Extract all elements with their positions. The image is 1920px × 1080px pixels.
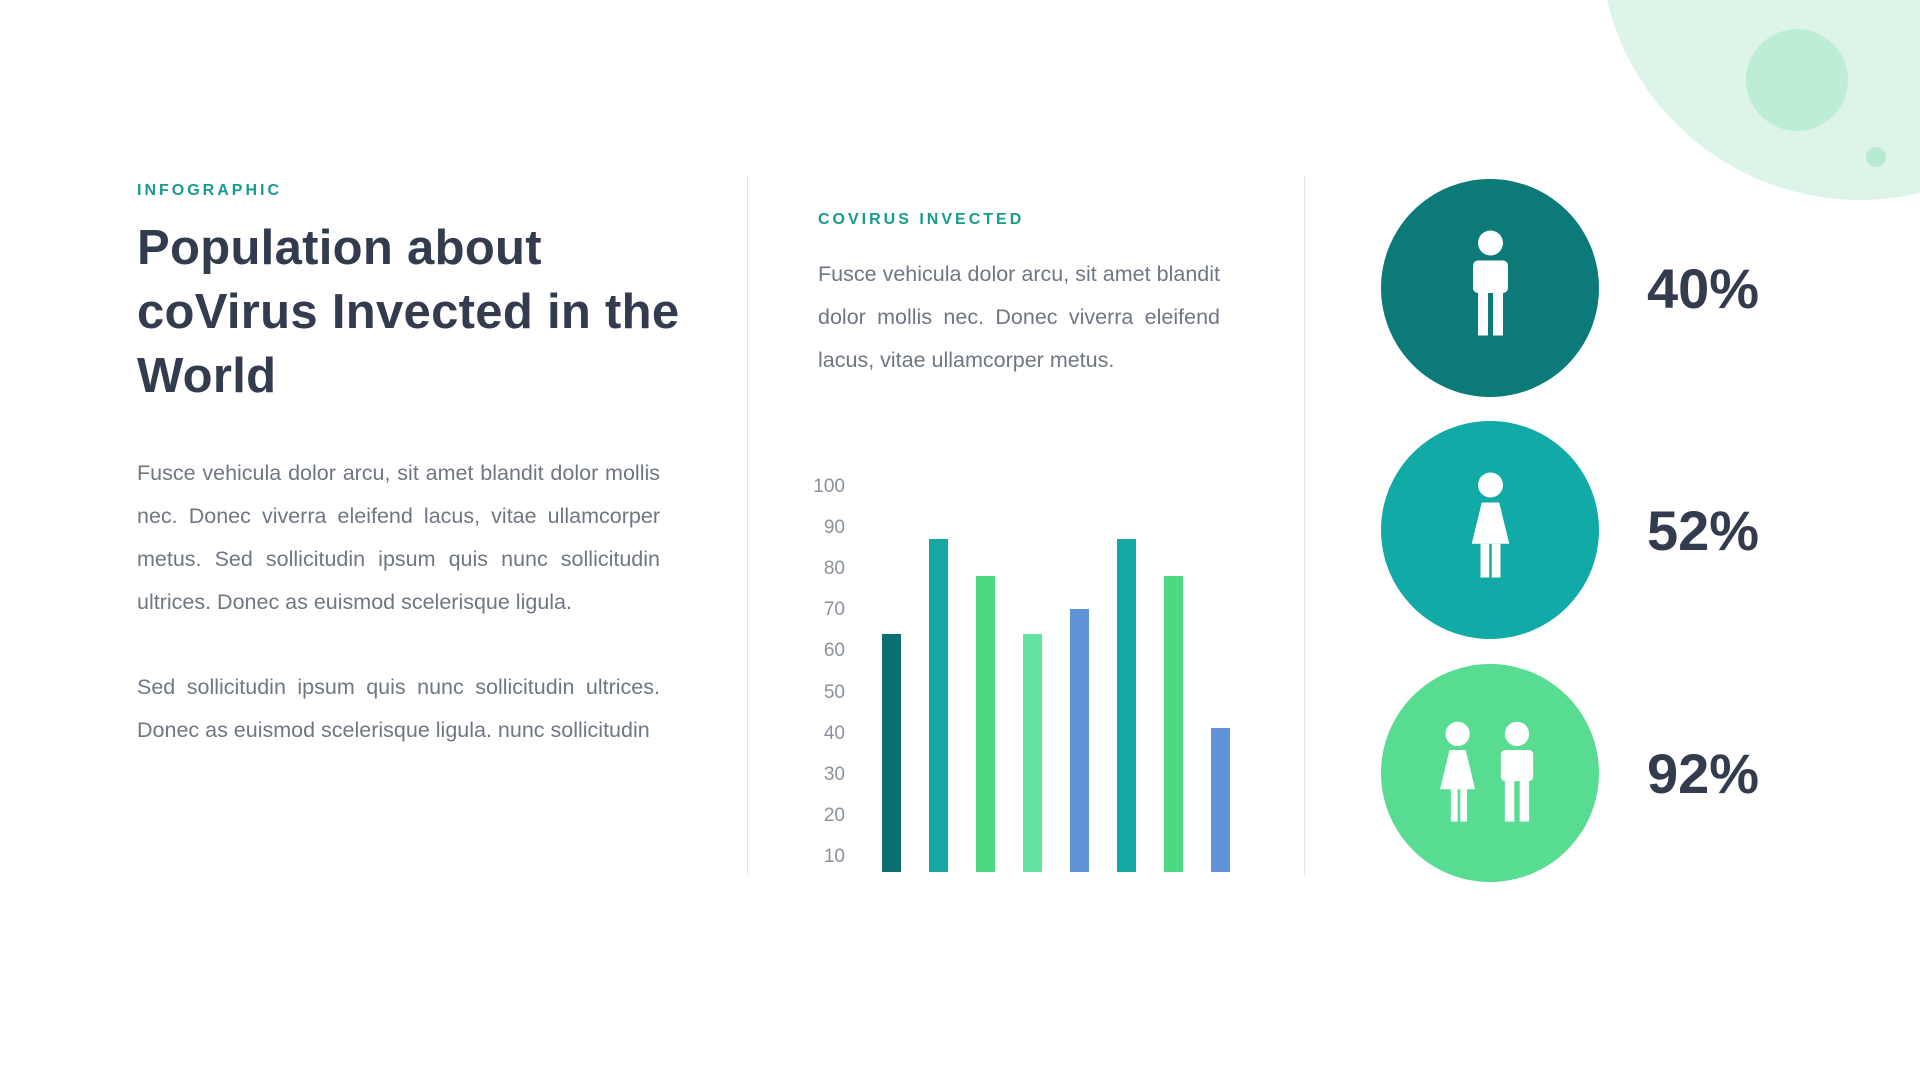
vertical-divider-left [747,175,748,875]
female-icon [1471,472,1509,578]
chart-bar [1117,539,1136,872]
y-axis-tick: 90 [823,517,845,539]
y-axis-tick: 50 [823,681,845,703]
intro-paragraph-1: Fusce vehicula dolor arcu, sit amet blan… [137,461,660,614]
y-axis-tick: 100 [813,476,845,497]
y-axis-tick: 40 [823,722,845,744]
intro-section: INFOGRAPHIC Population about coVirus Inv… [137,182,682,752]
chart-bar [1164,576,1183,872]
chart-bar [929,539,948,872]
vertical-divider-right [1304,175,1305,875]
y-axis-tick: 60 [823,640,845,662]
stat-circle-male [1381,179,1599,397]
decor-circle-medium [1746,29,1848,131]
stat-percentage: 92% [1647,741,1760,805]
chart-paragraph: Fusce vehicula dolor arcu, sit amet blan… [818,262,1220,372]
stat-circle-female [1381,421,1599,639]
male-icon [1472,230,1508,336]
page-title: Population about coVirus Invected in the… [137,221,680,403]
intro-paragraph-2: Sed sollicitudin ipsum quis nunc sollici… [137,675,660,742]
chart-bars [882,480,1230,872]
stat-row-couple: 92% [1381,664,1759,882]
stat-circle-couple [1381,664,1599,882]
couple-icon [1440,721,1534,822]
chart-bar [1211,728,1230,872]
chart-bar [1023,633,1042,872]
stat-percentage: 52% [1647,498,1760,562]
y-axis-tick: 80 [823,558,845,580]
y-axis-tick: 70 [823,599,845,621]
stat-row-female: 52% [1381,421,1759,639]
stat-row-male: 40% [1381,179,1759,397]
stat-percentage: 40% [1647,256,1760,320]
chart-bar [976,576,995,872]
intro-eyebrow: INFOGRAPHIC [137,182,282,199]
decor-circle-dot [1866,147,1886,167]
bar-chart: 100 90 80 70 60 50 40 30 20 10 [790,476,1260,872]
y-axis-tick: 20 [823,804,845,826]
chart-bar [882,633,901,872]
y-axis-tick: 10 [823,845,845,867]
y-axis-ticks: 100 90 80 70 60 50 40 30 20 10 [790,476,845,867]
chart-eyebrow: COVIRUS INVECTED [818,211,1025,228]
chart-bar [1070,608,1089,872]
y-axis-tick: 30 [823,763,845,785]
chart-section: COVIRUS INVECTED Fusce vehicula dolor ar… [818,211,1220,382]
stats-section: 40% 52% [1381,179,1881,883]
